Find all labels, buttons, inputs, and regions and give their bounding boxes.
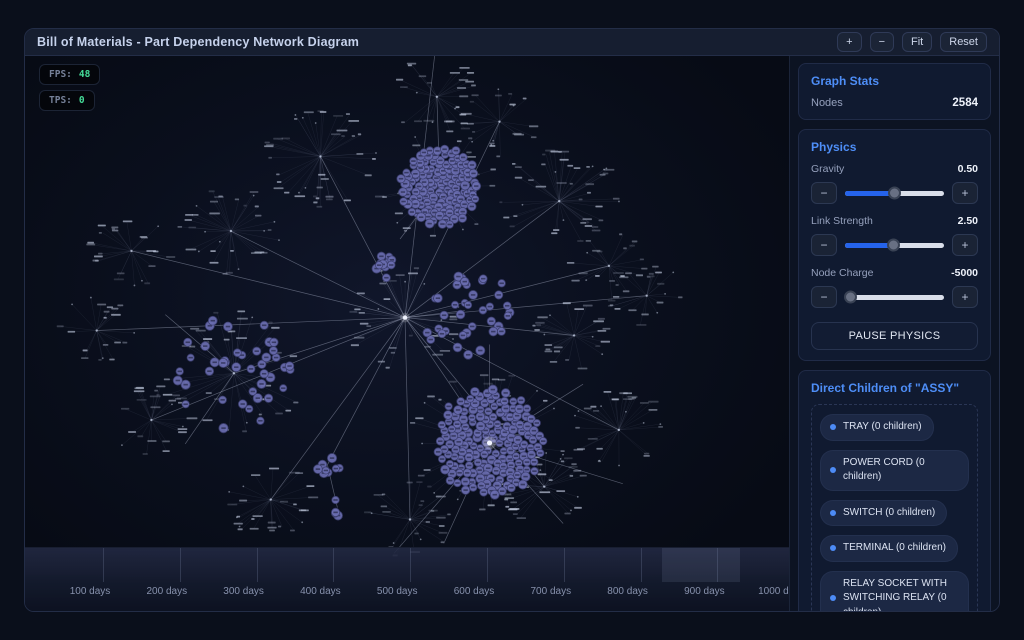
link-strength-slider[interactable]: [845, 238, 944, 252]
child-item-label: RELAY SOCKET WITH SWITCHING RELAY (0 chi…: [843, 577, 947, 612]
nodes-stat-row: Nodes 2584: [811, 97, 978, 109]
fps-badge: FPS: 48: [39, 64, 101, 85]
title-bar: Bill of Materials - Part Dependency Netw…: [25, 29, 999, 56]
timeline-tick: [640, 548, 642, 582]
timeline-tick: [179, 548, 181, 582]
timeline-tick-label: 900 days: [684, 586, 725, 597]
link-strength-label: Link Strength: [811, 215, 873, 227]
pause-physics-button[interactable]: PAUSE PHYSICS: [811, 322, 978, 350]
graph-stats-title: Graph Stats: [811, 74, 880, 88]
children-title: Direct Children of "ASSY": [811, 381, 960, 395]
gravity-slider-group: Gravity 0.50 − +: [811, 163, 978, 204]
timeline[interactable]: 100 days 200 days 300 days 400 days 500 days…: [25, 547, 789, 611]
node-charge-slider[interactable]: [843, 290, 944, 304]
timeline-tick-label: 800 days: [607, 586, 648, 597]
timeline-tick-label: 100 days: [69, 586, 111, 597]
timeline-tick: [410, 548, 412, 582]
timeline-tick: [256, 548, 258, 582]
timeline-tick: [487, 548, 488, 582]
timeline-tick: [717, 548, 719, 582]
child-item[interactable]: SWITCH (0 children): [820, 499, 948, 526]
gravity-value: 0.50: [957, 163, 978, 175]
app-window: Bill of Materials - Part Dependency Netw…: [24, 28, 1000, 612]
timeline-tick-label: 700 days: [530, 586, 572, 597]
timeline-tick-label: 400 days: [300, 586, 341, 597]
timeline-tick-label: 600 days: [453, 586, 495, 597]
node-charge-slider-thumb[interactable]: [843, 290, 857, 304]
timeline-tick: [333, 548, 335, 582]
graph-stats-panel: Graph Stats Nodes 2584: [798, 63, 991, 120]
physics-title: Physics: [811, 140, 857, 154]
timeline-tick-label: 1000 days: [758, 586, 789, 597]
child-item[interactable]: TERMINAL (0 children): [820, 535, 958, 562]
child-item-label: TRAY (0 children): [843, 421, 922, 432]
page-title: Bill of Materials - Part Dependency Netw…: [37, 35, 360, 49]
fps-value: 48: [78, 69, 91, 80]
tps-label: TPS:: [49, 95, 72, 106]
child-item-label: TERMINAL (0 children): [843, 542, 946, 553]
timeline-tick-label: 200 days: [146, 586, 188, 597]
link-strength-decrease-button[interactable]: −: [811, 234, 837, 256]
node-charge-decrease-button[interactable]: −: [811, 286, 837, 308]
link-strength-value: 2.50: [957, 215, 978, 227]
link-strength-slider-thumb[interactable]: [886, 238, 900, 252]
children-panel: Direct Children of "ASSY" TRAY (0 childr…: [798, 370, 991, 611]
node-charge-value: -5000: [951, 267, 978, 279]
timeline-tick: [563, 548, 565, 582]
tps-badge: TPS: 0: [39, 90, 95, 111]
child-item[interactable]: POWER CORD (0 children): [820, 449, 969, 491]
timeline-brush[interactable]: [662, 548, 740, 582]
zoom-in-button[interactable]: +: [837, 32, 862, 52]
zoom-out-button[interactable]: −: [869, 32, 895, 52]
child-item-label: SWITCH (0 children): [843, 506, 936, 518]
network-svg[interactable]: [25, 56, 789, 611]
child-item[interactable]: TRAY (0 children): [820, 414, 934, 441]
child-item-dot-icon: [830, 467, 836, 473]
child-item-dot-icon: [830, 509, 836, 516]
gravity-slider-thumb[interactable]: [887, 186, 901, 200]
node-charge-slider-group: Node Charge -5000 − +: [811, 267, 978, 308]
gravity-decrease-button[interactable]: −: [811, 182, 837, 204]
node-charge-increase-button[interactable]: +: [952, 286, 978, 308]
child-item[interactable]: RELAY SOCKET WITH SWITCHING RELAY (0 chi…: [820, 570, 969, 612]
gravity-slider[interactable]: [845, 186, 944, 200]
physics-panel: Physics Gravity 0.50 − +: [798, 129, 991, 361]
link-strength-slider-group: Link Strength 2.50 − +: [811, 215, 978, 256]
nodes-value: 2584: [952, 97, 978, 109]
children-list: TRAY (0 children) POWER CORD (0 children)…: [811, 404, 978, 611]
reset-button[interactable]: Reset: [940, 32, 987, 52]
network-canvas[interactable]: FPS: 48 TPS: 0 100 days 200 days 300 days 4…: [25, 56, 789, 611]
timeline-tick-label: 300 days: [223, 586, 264, 597]
link-strength-increase-button[interactable]: +: [952, 234, 978, 256]
child-item-dot-icon: [830, 424, 836, 431]
fps-label: FPS:: [49, 69, 72, 80]
node-charge-label: Node Charge: [811, 267, 874, 279]
child-item-dot-icon: [830, 545, 836, 552]
nodes-label: Nodes: [811, 97, 843, 109]
zoom-controls: + − Fit Reset: [837, 32, 987, 52]
perf-badges: FPS: 48 TPS: 0: [39, 64, 101, 111]
fit-button[interactable]: Fit: [902, 32, 933, 52]
gravity-increase-button[interactable]: +: [952, 182, 978, 204]
child-item-label: POWER CORD (0 children): [843, 456, 925, 483]
gravity-label: Gravity: [811, 163, 845, 175]
tps-value: 0: [78, 95, 85, 106]
sidebar: Graph Stats Nodes 2584 Physics Gravity 0…: [789, 56, 999, 611]
timeline-tick: [103, 548, 104, 582]
child-item-dot-icon: [830, 595, 836, 602]
timeline-tick-label: 500 days: [376, 586, 418, 597]
